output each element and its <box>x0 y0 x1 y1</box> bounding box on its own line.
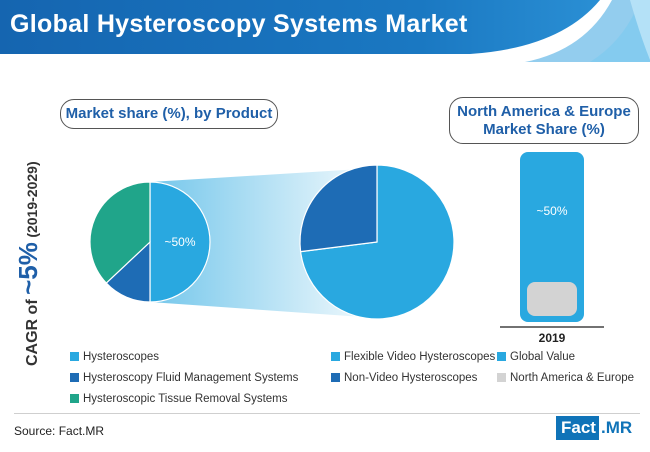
legend-swatch <box>70 352 79 361</box>
na-europe-title-line-2: Market Share (%) <box>483 121 605 138</box>
legend-item-global-value: Global Value <box>497 351 575 363</box>
legend-item-flexible-video: Flexible Video Hysteroscopes <box>331 351 495 363</box>
regional-share-bar: ~50% 2019 <box>500 152 604 345</box>
slice-non-video <box>299 164 378 253</box>
legend-swatch <box>497 373 506 382</box>
pie-data-label: ~50% <box>164 235 195 249</box>
legend-item-na-europe: North America & Europe <box>497 372 634 384</box>
legend-label: Flexible Video Hysteroscopes <box>344 351 496 363</box>
factmr-logo: Fact .MR <box>556 416 640 442</box>
product-share-title: Market share (%), by Product <box>60 99 278 129</box>
page-title: Global Hysteroscopy Systems Market <box>10 10 468 38</box>
logo-fact: Fact <box>556 416 599 440</box>
legend-swatch <box>331 352 340 361</box>
bar-global-value <box>520 152 584 322</box>
legend-label: Global Value <box>510 351 575 363</box>
legend-label: North America & Europe <box>510 372 635 384</box>
legend-item-hysteroscopes: Hysteroscopes <box>70 351 159 363</box>
legend-item-tissue-removal: Hysteroscopic Tissue Removal Systems <box>70 393 288 405</box>
legend-item-non-video: Non-Video Hysteroscopes <box>331 372 477 384</box>
slice-tissue-removal <box>89 181 151 284</box>
hysteroscopes-pie <box>299 164 455 320</box>
na-europe-title-line-1: North America & Europe <box>457 103 631 120</box>
legend-label: Hysteroscopes <box>83 351 160 363</box>
header-banner <box>0 0 650 62</box>
legend-label: Non-Video Hysteroscopes <box>344 372 478 384</box>
source-note: Source: Fact.MR <box>14 424 105 438</box>
legend-swatch <box>331 373 340 382</box>
footer-divider <box>14 413 640 414</box>
bar-data-label: ~50% <box>536 204 567 218</box>
legend-label: Hysteroscopic Tissue Removal Systems <box>83 393 288 405</box>
legend-item-fluid-management: Hysteroscopy Fluid Management Systems <box>70 372 298 384</box>
legend-label: Hysteroscopy Fluid Management Systems <box>83 372 299 384</box>
product-pie: ~50% <box>89 181 211 303</box>
logo-mr: .MR <box>600 418 633 437</box>
na-europe-share-title: North America & Europe Market Share (%) <box>449 97 639 144</box>
legend-swatch <box>70 394 79 403</box>
bar-na-europe <box>527 282 577 316</box>
bar-category-label: 2019 <box>539 331 566 345</box>
legend-swatch <box>70 373 79 382</box>
legend-swatch <box>497 352 506 361</box>
slice-hysteroscopes <box>149 181 211 303</box>
